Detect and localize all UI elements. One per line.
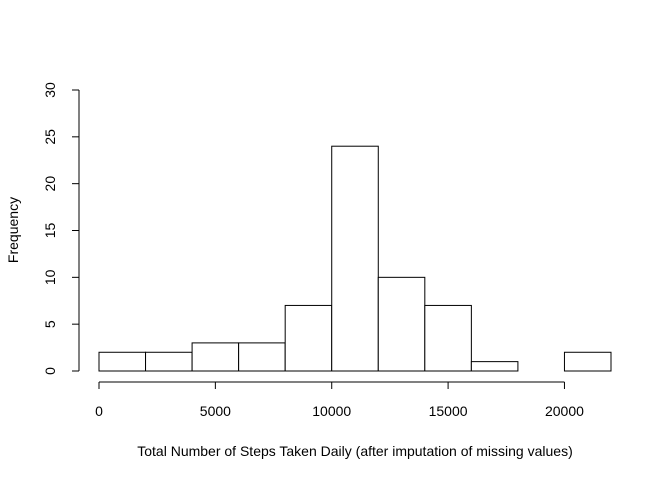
x-tick-label: 15000 [429, 403, 468, 419]
x-axis: 0 5000 10000 15000 20000 [95, 381, 584, 419]
y-axis: 0 5 10 15 20 25 30 [42, 82, 80, 375]
histogram-bar-7 [424, 304, 472, 372]
histogram-bar-3 [238, 342, 286, 372]
histogram-bars [98, 145, 612, 372]
y-tick-label: 0 [42, 367, 58, 375]
y-axis-label: Frequency [5, 197, 21, 263]
x-tick-label: 10000 [312, 403, 351, 419]
y-tick-label: 30 [42, 82, 58, 98]
x-tick-label: 20000 [545, 403, 584, 419]
x-tick-label: 5000 [200, 403, 231, 419]
x-axis-label: Total Number of Steps Taken Daily (after… [137, 443, 573, 459]
histogram-bar-10 [563, 351, 612, 372]
histogram-bar-0 [98, 351, 147, 372]
x-tick-label: 0 [95, 403, 103, 419]
histogram-bar-6 [377, 276, 426, 372]
histogram-bar-2 [191, 342, 240, 372]
histogram-bar-4 [284, 304, 333, 372]
histogram-bar-5 [331, 145, 379, 372]
y-tick-label: 15 [42, 223, 58, 239]
y-tick-label: 10 [42, 269, 58, 285]
histogram-bar-8 [470, 361, 519, 372]
y-tick-label: 25 [42, 129, 58, 145]
histogram-bar-1 [145, 351, 193, 372]
y-tick-label: 5 [42, 320, 58, 328]
y-tick-label: 20 [42, 176, 58, 192]
